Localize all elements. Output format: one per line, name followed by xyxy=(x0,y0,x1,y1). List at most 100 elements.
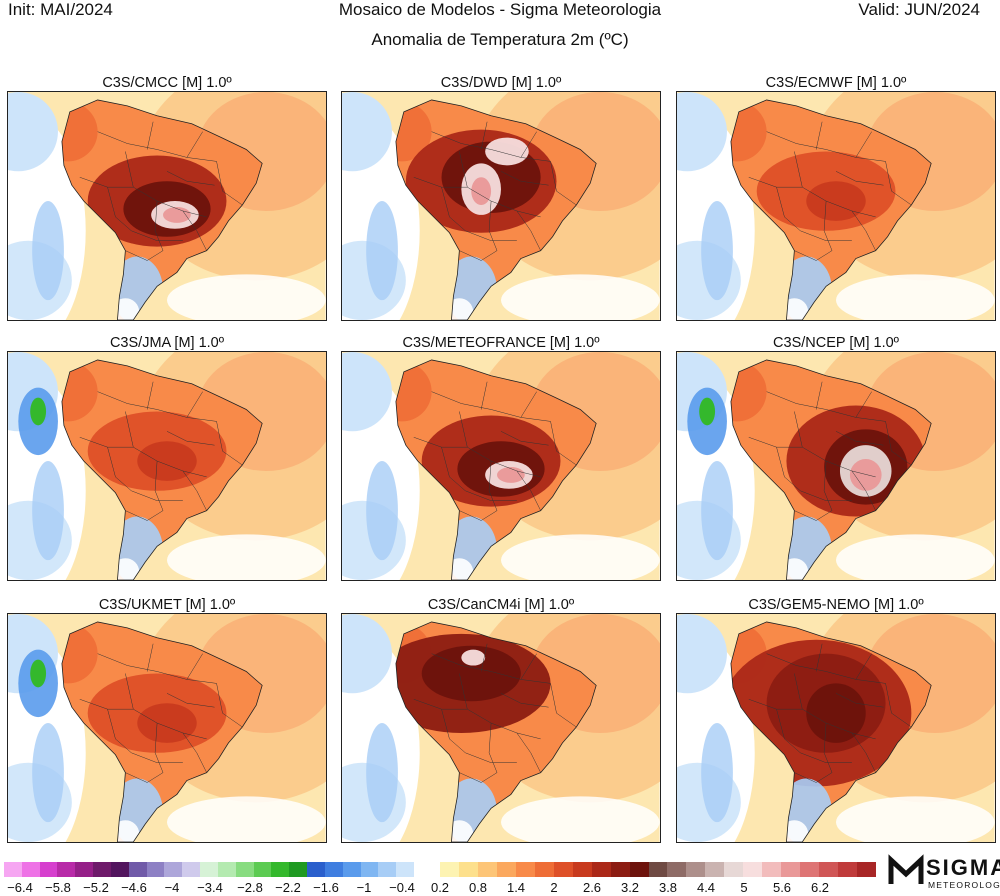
valid-date: Valid: JUN/2024 xyxy=(858,0,980,19)
colorbar-tick-label: −1.6 xyxy=(313,880,339,895)
anomaly-map-panel xyxy=(676,91,996,321)
colorbar-cell xyxy=(324,862,344,877)
colorbar-cell xyxy=(110,862,130,877)
colorbar-cell xyxy=(515,862,536,877)
colorbar-tick-label: −2.2 xyxy=(275,880,301,895)
colorbar-cell xyxy=(253,862,272,877)
colorbar-cell xyxy=(182,862,201,877)
colorbar-cell xyxy=(800,862,820,877)
anomaly-map-panel xyxy=(7,613,327,843)
colorbar-tick-label: 3.2 xyxy=(620,880,640,895)
colorbar-tick-label: 3.8 xyxy=(658,880,678,895)
anomaly-map xyxy=(8,352,326,580)
colorbar-cell xyxy=(762,862,782,877)
colorbar-cell xyxy=(477,862,498,877)
colorbar-tick-label: 5.6 xyxy=(772,880,792,895)
anomaly-map xyxy=(342,352,660,580)
colorbar-cell xyxy=(378,862,397,877)
colorbar-tick-labels: −6.4 −5.8 −5.2 −4.6 −4 −3.4 −2.8 −2.2 −1.6 −1 −0.4… xyxy=(0,880,880,896)
figure-subtitle: Anomalia de Temperatura 2m (ºC) xyxy=(371,30,629,49)
panel-title: C3S/METEOFRANCE [M] 1.0º xyxy=(402,335,600,351)
colorbar-cold xyxy=(4,862,415,877)
colorbar-cell xyxy=(39,862,58,877)
colorbar-cell xyxy=(289,862,308,877)
init-date: Init: MAI/2024 xyxy=(8,0,113,19)
colorbar-cell xyxy=(396,862,415,877)
anomaly-map xyxy=(677,92,995,320)
colorbar-cell xyxy=(743,862,763,877)
colorbar-cell xyxy=(667,862,687,877)
colorbar-cell xyxy=(648,862,668,877)
panel-title: C3S/GEM5-NEMO [M] 1.0º xyxy=(748,597,924,613)
colorbar-tick-label: 2.6 xyxy=(582,880,602,895)
colorbar-cell xyxy=(146,862,165,877)
colorbar-tick-label: 2 xyxy=(550,880,558,895)
anomaly-map-panel xyxy=(341,91,661,321)
colorbar-tick-label: −3.4 xyxy=(197,880,223,895)
panel-title: C3S/CanCM4i [M] 1.0º xyxy=(427,597,575,613)
colorbar-tick-label: 1.4 xyxy=(506,880,526,895)
anomaly-map-panel xyxy=(7,91,327,321)
colorbar-tick-label: 4.4 xyxy=(696,880,716,895)
colorbar-cell xyxy=(496,862,517,877)
colorbar-tick-label: −6.4 xyxy=(7,880,33,895)
colorbar-tick-label: −0.4 xyxy=(389,880,415,895)
colorbar-cell xyxy=(342,862,361,877)
anomaly-map xyxy=(342,614,660,842)
colorbar-cell xyxy=(217,862,237,877)
colorbar-cell xyxy=(610,862,631,877)
panel-title: C3S/UKMET [M] 1.0º xyxy=(98,597,236,613)
anomaly-map-panel xyxy=(7,351,327,581)
colorbar-cell xyxy=(128,862,148,877)
colorbar-cell xyxy=(4,862,23,877)
logo-subword: METEOROLOGIA xyxy=(928,880,1000,890)
colorbar-warm xyxy=(440,862,877,877)
colorbar-cell xyxy=(838,862,858,877)
anomaly-map xyxy=(677,614,995,842)
colorbar-tick-label: −1 xyxy=(356,880,372,895)
sigma-logo-icon xyxy=(888,854,924,884)
colorbar-cell xyxy=(629,862,650,877)
colorbar-cell xyxy=(819,862,839,877)
anomaly-map xyxy=(342,92,660,320)
colorbar-tick-label: 0.8 xyxy=(468,880,488,895)
colorbar-cell xyxy=(200,862,219,877)
colorbar-tick-label: −5.8 xyxy=(45,880,71,895)
anomaly-map-panel xyxy=(676,613,996,843)
colorbar-tick-label: −2.8 xyxy=(237,880,263,895)
colorbar-cell xyxy=(21,862,41,877)
colorbar-cell xyxy=(781,862,801,877)
colorbar-cell xyxy=(440,862,460,877)
panel-title: C3S/CMCC [M] 1.0º xyxy=(102,75,232,91)
colorbar-cell xyxy=(75,862,94,877)
colorbar-cell xyxy=(57,862,76,877)
colorbar-cell xyxy=(686,862,706,877)
colorbar-tick-label: −5.2 xyxy=(83,880,109,895)
colorbar-cell xyxy=(553,862,574,877)
sigma-logo: SIGMA METEOROLOGIA xyxy=(888,854,1000,894)
colorbar-cell xyxy=(307,862,326,877)
panel-title: C3S/ECMWF [M] 1.0º xyxy=(765,75,907,91)
anomaly-map xyxy=(677,352,995,580)
colorbar-tick-label: 6.2 xyxy=(810,880,830,895)
colorbar-tick-label: 5 xyxy=(740,880,748,895)
anomaly-map xyxy=(8,92,326,320)
colorbar-cell xyxy=(235,862,255,877)
colorbar-cell xyxy=(271,862,290,877)
colorbar-cell xyxy=(857,862,877,877)
logo-word: SIGMA xyxy=(926,855,1000,880)
panel-title: C3S/JMA [M] 1.0º xyxy=(109,335,225,351)
figure-title: Mosaico de Modelos - Sigma Meteorologia xyxy=(338,0,662,19)
colorbar-cell xyxy=(458,862,479,877)
panel-title: C3S/NCEP [M] 1.0º xyxy=(773,335,899,351)
anomaly-map-panel xyxy=(341,613,661,843)
colorbar-tick-label: −4.6 xyxy=(121,880,147,895)
colorbar-cell xyxy=(591,862,612,877)
colorbar-cell xyxy=(705,862,725,877)
colorbar-cell xyxy=(534,862,555,877)
colorbar-tick-label: −4 xyxy=(164,880,180,895)
colorbar-cell xyxy=(93,862,112,877)
anomaly-map-panel xyxy=(341,351,661,581)
colorbar-tick-label: 0.2 xyxy=(430,880,450,895)
colorbar-cell xyxy=(724,862,744,877)
